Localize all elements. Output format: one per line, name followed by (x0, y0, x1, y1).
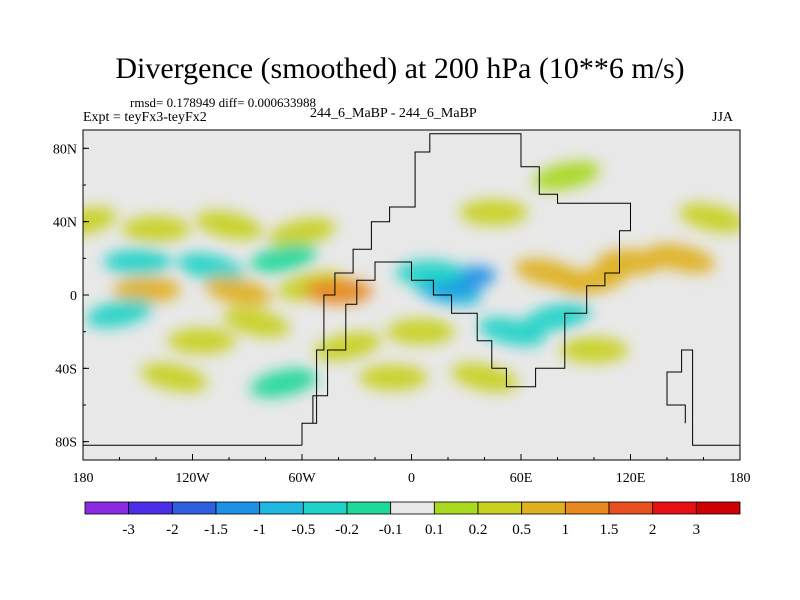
anomaly-blob (103, 249, 172, 275)
colorbar-label: -1 (253, 522, 266, 538)
y-axis: 80N 40N 0 40S 80S (53, 142, 89, 451)
colorbar-swatch (433, 501, 479, 515)
colorbar-label: 1 (562, 522, 570, 538)
x-tick-label: 0 (408, 471, 415, 486)
colorbar-label: -1.5 (204, 522, 228, 538)
colorbar-swatch (390, 501, 435, 515)
anomaly-blob (596, 249, 665, 275)
runs-label: 244_6_MaBP - 244_6_MaBP (310, 106, 477, 121)
anomaly-blob (560, 337, 628, 363)
stats-label: rmsd= 0.178949 diff= 0.000633988 (130, 95, 316, 110)
x-tick-label: 60E (510, 471, 533, 486)
colorbar-label: -2 (166, 522, 179, 538)
anomaly-blob (304, 278, 373, 305)
y-tick-label: 40N (53, 216, 77, 231)
colorbar-label: 2 (649, 522, 657, 538)
anomaly-blob (648, 243, 715, 273)
colorbar-swatch (215, 501, 261, 515)
anomaly-blob (83, 207, 117, 237)
anomaly-blob (86, 298, 153, 328)
map-background (83, 130, 740, 460)
anomaly-blob (112, 276, 181, 303)
colorbar-swatch (171, 501, 217, 515)
colorbar-swatch (346, 501, 392, 515)
x-axis: 180 120W 60W 0 60E 120E 180 (73, 454, 751, 486)
colorbar-swatch (608, 501, 654, 515)
colorbar-label: -0.2 (335, 522, 359, 538)
colorbar-swatch (259, 501, 304, 515)
colorbar-swatch (521, 501, 566, 515)
anomaly-blob (177, 252, 245, 283)
secondary-outline (666, 349, 740, 446)
x-tick-label: 180 (73, 471, 94, 486)
colorbar-swatch (477, 501, 523, 515)
colorbar-swatch (652, 501, 697, 515)
colorbar-label: -3 (122, 522, 135, 538)
x-tick-label: 120E (616, 471, 646, 486)
colorbar-swatch (302, 501, 348, 515)
anomaly-blob (359, 364, 428, 391)
colorbar-label: 0.2 (469, 522, 488, 538)
anomaly-blob (679, 203, 740, 233)
anomaly-blob (223, 307, 290, 338)
anomaly-blob (140, 362, 208, 393)
colorbar-swatch (695, 501, 741, 515)
colorbar-label: 1.5 (600, 522, 619, 538)
colorbar-swatch (128, 501, 173, 515)
colorbar-label: 3 (693, 522, 701, 538)
x-tick-label: 60W (288, 471, 316, 486)
colorbar-swatch (84, 501, 130, 515)
anomaly-blob (395, 260, 464, 286)
y-tick-label: 40S (55, 362, 77, 377)
season-label: JJA (712, 110, 734, 125)
anomaly-blob (459, 199, 528, 226)
y-tick-label: 80N (53, 142, 77, 157)
chart-title: Divergence (smoothed) at 200 hPa (10**6 … (115, 52, 685, 85)
anomaly-blob (250, 243, 318, 273)
anomaly-blob (451, 362, 518, 393)
domain-outline (301, 133, 631, 446)
y-tick-label: 0 (70, 289, 77, 304)
colorbar-label: -0.5 (291, 522, 315, 538)
anomaly-field (83, 161, 740, 398)
domain-outlines (83, 133, 740, 446)
anomaly-blob (204, 276, 272, 306)
experiment-label: Expt = teyFx3-teyFx2 (83, 110, 207, 125)
colorbar-label: 0.1 (425, 522, 444, 538)
colorbar: -3 -2 -1.5 -1 -0.5 -0.2 -0.1 0.1 0.2 0.5 1 1.5 2 3 (84, 501, 741, 538)
anomaly-blob (122, 216, 190, 242)
anomaly-blob (250, 368, 318, 398)
x-tick-label: 120W (175, 471, 210, 486)
anomaly-blob (268, 218, 336, 248)
colorbar-label: 0.5 (512, 522, 531, 538)
anomaly-blob (167, 327, 236, 354)
colorbar-label: -0.1 (379, 522, 403, 538)
colorbar-swatch (564, 501, 610, 515)
anomaly-blob (533, 161, 600, 191)
y-tick-label: 80S (55, 436, 77, 451)
anomaly-blob (195, 210, 263, 240)
x-tick-label: 180 (730, 471, 751, 486)
anomaly-blob (524, 302, 591, 332)
anomaly-blob (314, 331, 381, 361)
anomaly-blob (386, 318, 455, 345)
